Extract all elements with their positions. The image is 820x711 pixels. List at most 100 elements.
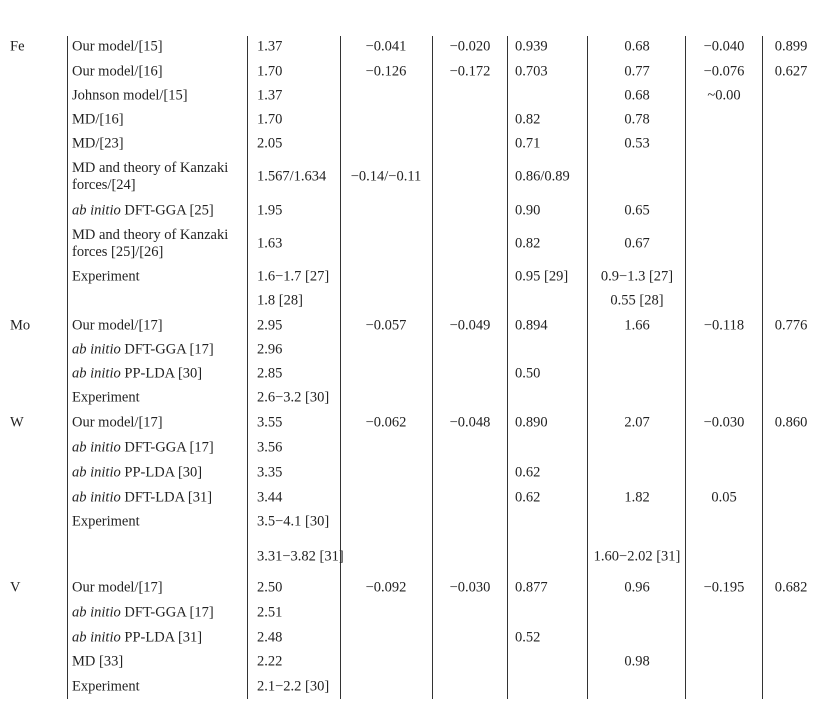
method-text: DFT-GGA [25]: [124, 202, 214, 219]
value-cell: −0.126: [365, 63, 407, 80]
method-cell: MD [33]: [72, 654, 246, 671]
method-cell: ab initio DFT-LDA [31]: [72, 490, 246, 507]
method-text: Our model/[16]: [72, 63, 163, 80]
value-cell: −0.030: [703, 414, 745, 431]
value-cell: 2.1−2.2 [30]: [257, 678, 330, 695]
method-text: PP-LDA [31]: [124, 629, 203, 646]
value-cell: 3.55: [257, 414, 283, 431]
value-cell: 1.37: [257, 38, 283, 55]
method-italic: ab initio: [72, 202, 121, 219]
value-cell: 3.44: [257, 489, 283, 506]
value-cell: 0.682: [774, 579, 808, 596]
method-cell: ab initio PP-LDA [30]: [72, 465, 246, 482]
value-cell: 2.48: [257, 629, 283, 646]
value-cell: −0.040: [703, 38, 745, 55]
value-cell: 0.703: [515, 63, 548, 80]
method-cell: MD/[16]: [72, 112, 246, 129]
value-cell: 1.6−1.7 [27]: [257, 268, 330, 285]
value-cell: 0.82: [515, 111, 541, 128]
value-cell: 0.53: [624, 135, 650, 152]
value-cell: 0.62: [515, 464, 541, 481]
method-cell: MD/[23]: [72, 136, 246, 153]
value-cell: 1.82: [624, 489, 650, 506]
element-label: Fe: [10, 38, 25, 55]
method-cell: ab initio PP-LDA [30]: [72, 366, 246, 383]
value-cell: 0.899: [774, 38, 808, 55]
value-cell: −0.020: [449, 38, 491, 55]
value-cell: 1.70: [257, 111, 283, 128]
value-cell: 1.70: [257, 63, 283, 80]
value-cell: 0.82: [515, 235, 541, 252]
value-cell: 3.35: [257, 464, 283, 481]
method-text: Our model/[17]: [72, 317, 163, 334]
method-text: Experiment: [72, 678, 140, 695]
value-cell: 1.63: [257, 235, 283, 252]
method-cell: Experiment: [72, 269, 246, 286]
value-cell: 0.62: [515, 489, 541, 506]
value-cell: 2.22: [257, 653, 283, 670]
value-cell: 3.31−3.82 [31]: [257, 548, 344, 565]
method-text: PP-LDA [30]: [124, 365, 203, 382]
value-cell: −0.195: [703, 579, 745, 596]
method-text: MD and theory of Kanzaki forces [25]/[26…: [72, 227, 229, 260]
value-cell: 0.05: [711, 489, 737, 506]
method-italic: ab initio: [72, 439, 121, 456]
method-cell: ab initio PP-LDA [31]: [72, 630, 246, 647]
method-text: DFT-GGA [17]: [124, 341, 214, 358]
method-text: Our model/[17]: [72, 579, 163, 596]
method-text: MD/[16]: [72, 111, 124, 128]
value-cell: −0.172: [449, 63, 491, 80]
method-cell: Our model/[17]: [72, 318, 246, 335]
method-text: PP-LDA [30]: [124, 464, 203, 481]
value-cell: 0.96: [624, 579, 650, 596]
method-cell: ab initio DFT-GGA [25]: [72, 203, 246, 220]
method-text: DFT-LDA [31]: [124, 489, 213, 506]
value-cell: 0.860: [774, 414, 808, 431]
method-cell: Experiment: [72, 390, 246, 407]
value-cell: 0.65: [624, 202, 650, 219]
value-cell: 0.71: [515, 135, 541, 152]
value-cell: −0.076: [703, 63, 745, 80]
value-cell: 1.567/1.634: [257, 168, 327, 185]
column-rule: [67, 36, 68, 699]
method-text: Experiment: [72, 513, 140, 530]
method-italic: ab initio: [72, 365, 121, 382]
element-label: W: [10, 414, 24, 431]
method-text: Our model/[15]: [72, 38, 163, 55]
value-cell: 0.877: [515, 579, 548, 596]
method-cell: Experiment: [72, 514, 246, 531]
value-cell: 0.68: [624, 38, 650, 55]
method-italic: ab initio: [72, 489, 121, 506]
value-cell: 0.67: [624, 235, 650, 252]
value-cell: 0.95 [29]: [515, 268, 569, 285]
value-cell: −0.041: [365, 38, 407, 55]
method-text: Johnson model/[15]: [72, 87, 188, 104]
value-cell: 0.68: [624, 87, 650, 104]
value-cell: 2.50: [257, 579, 283, 596]
method-italic: ab initio: [72, 604, 121, 621]
method-cell: Our model/[17]: [72, 580, 246, 597]
value-cell: 0.86/0.89: [515, 168, 570, 185]
method-text: DFT-GGA [17]: [124, 604, 214, 621]
method-text: Experiment: [72, 389, 140, 406]
value-cell: −0.048: [449, 414, 491, 431]
method-cell: ab initio DFT-GGA [17]: [72, 342, 246, 359]
method-italic: ab initio: [72, 629, 121, 646]
method-cell: Experiment: [72, 679, 246, 696]
value-cell: 0.939: [515, 38, 548, 55]
method-text: DFT-GGA [17]: [124, 439, 214, 456]
value-cell: 3.56: [257, 439, 283, 456]
value-cell: 2.07: [624, 414, 650, 431]
method-text: MD and theory of Kanzaki forces/[24]: [72, 160, 229, 193]
method-cell: MD and theory of Kanzaki forces [25]/[26…: [72, 227, 246, 261]
value-cell: −0.14/−0.11: [350, 168, 422, 185]
method-text: Our model/[17]: [72, 414, 163, 431]
value-cell: 0.55 [28]: [610, 292, 664, 309]
value-cell: 0.9−1.3 [27]: [600, 268, 674, 285]
value-cell: 0.77: [624, 63, 650, 80]
method-cell: ab initio DFT-GGA [17]: [72, 605, 246, 622]
method-italic: ab initio: [72, 464, 121, 481]
value-cell: 3.5−4.1 [30]: [257, 513, 330, 530]
column-rule: [587, 36, 588, 699]
